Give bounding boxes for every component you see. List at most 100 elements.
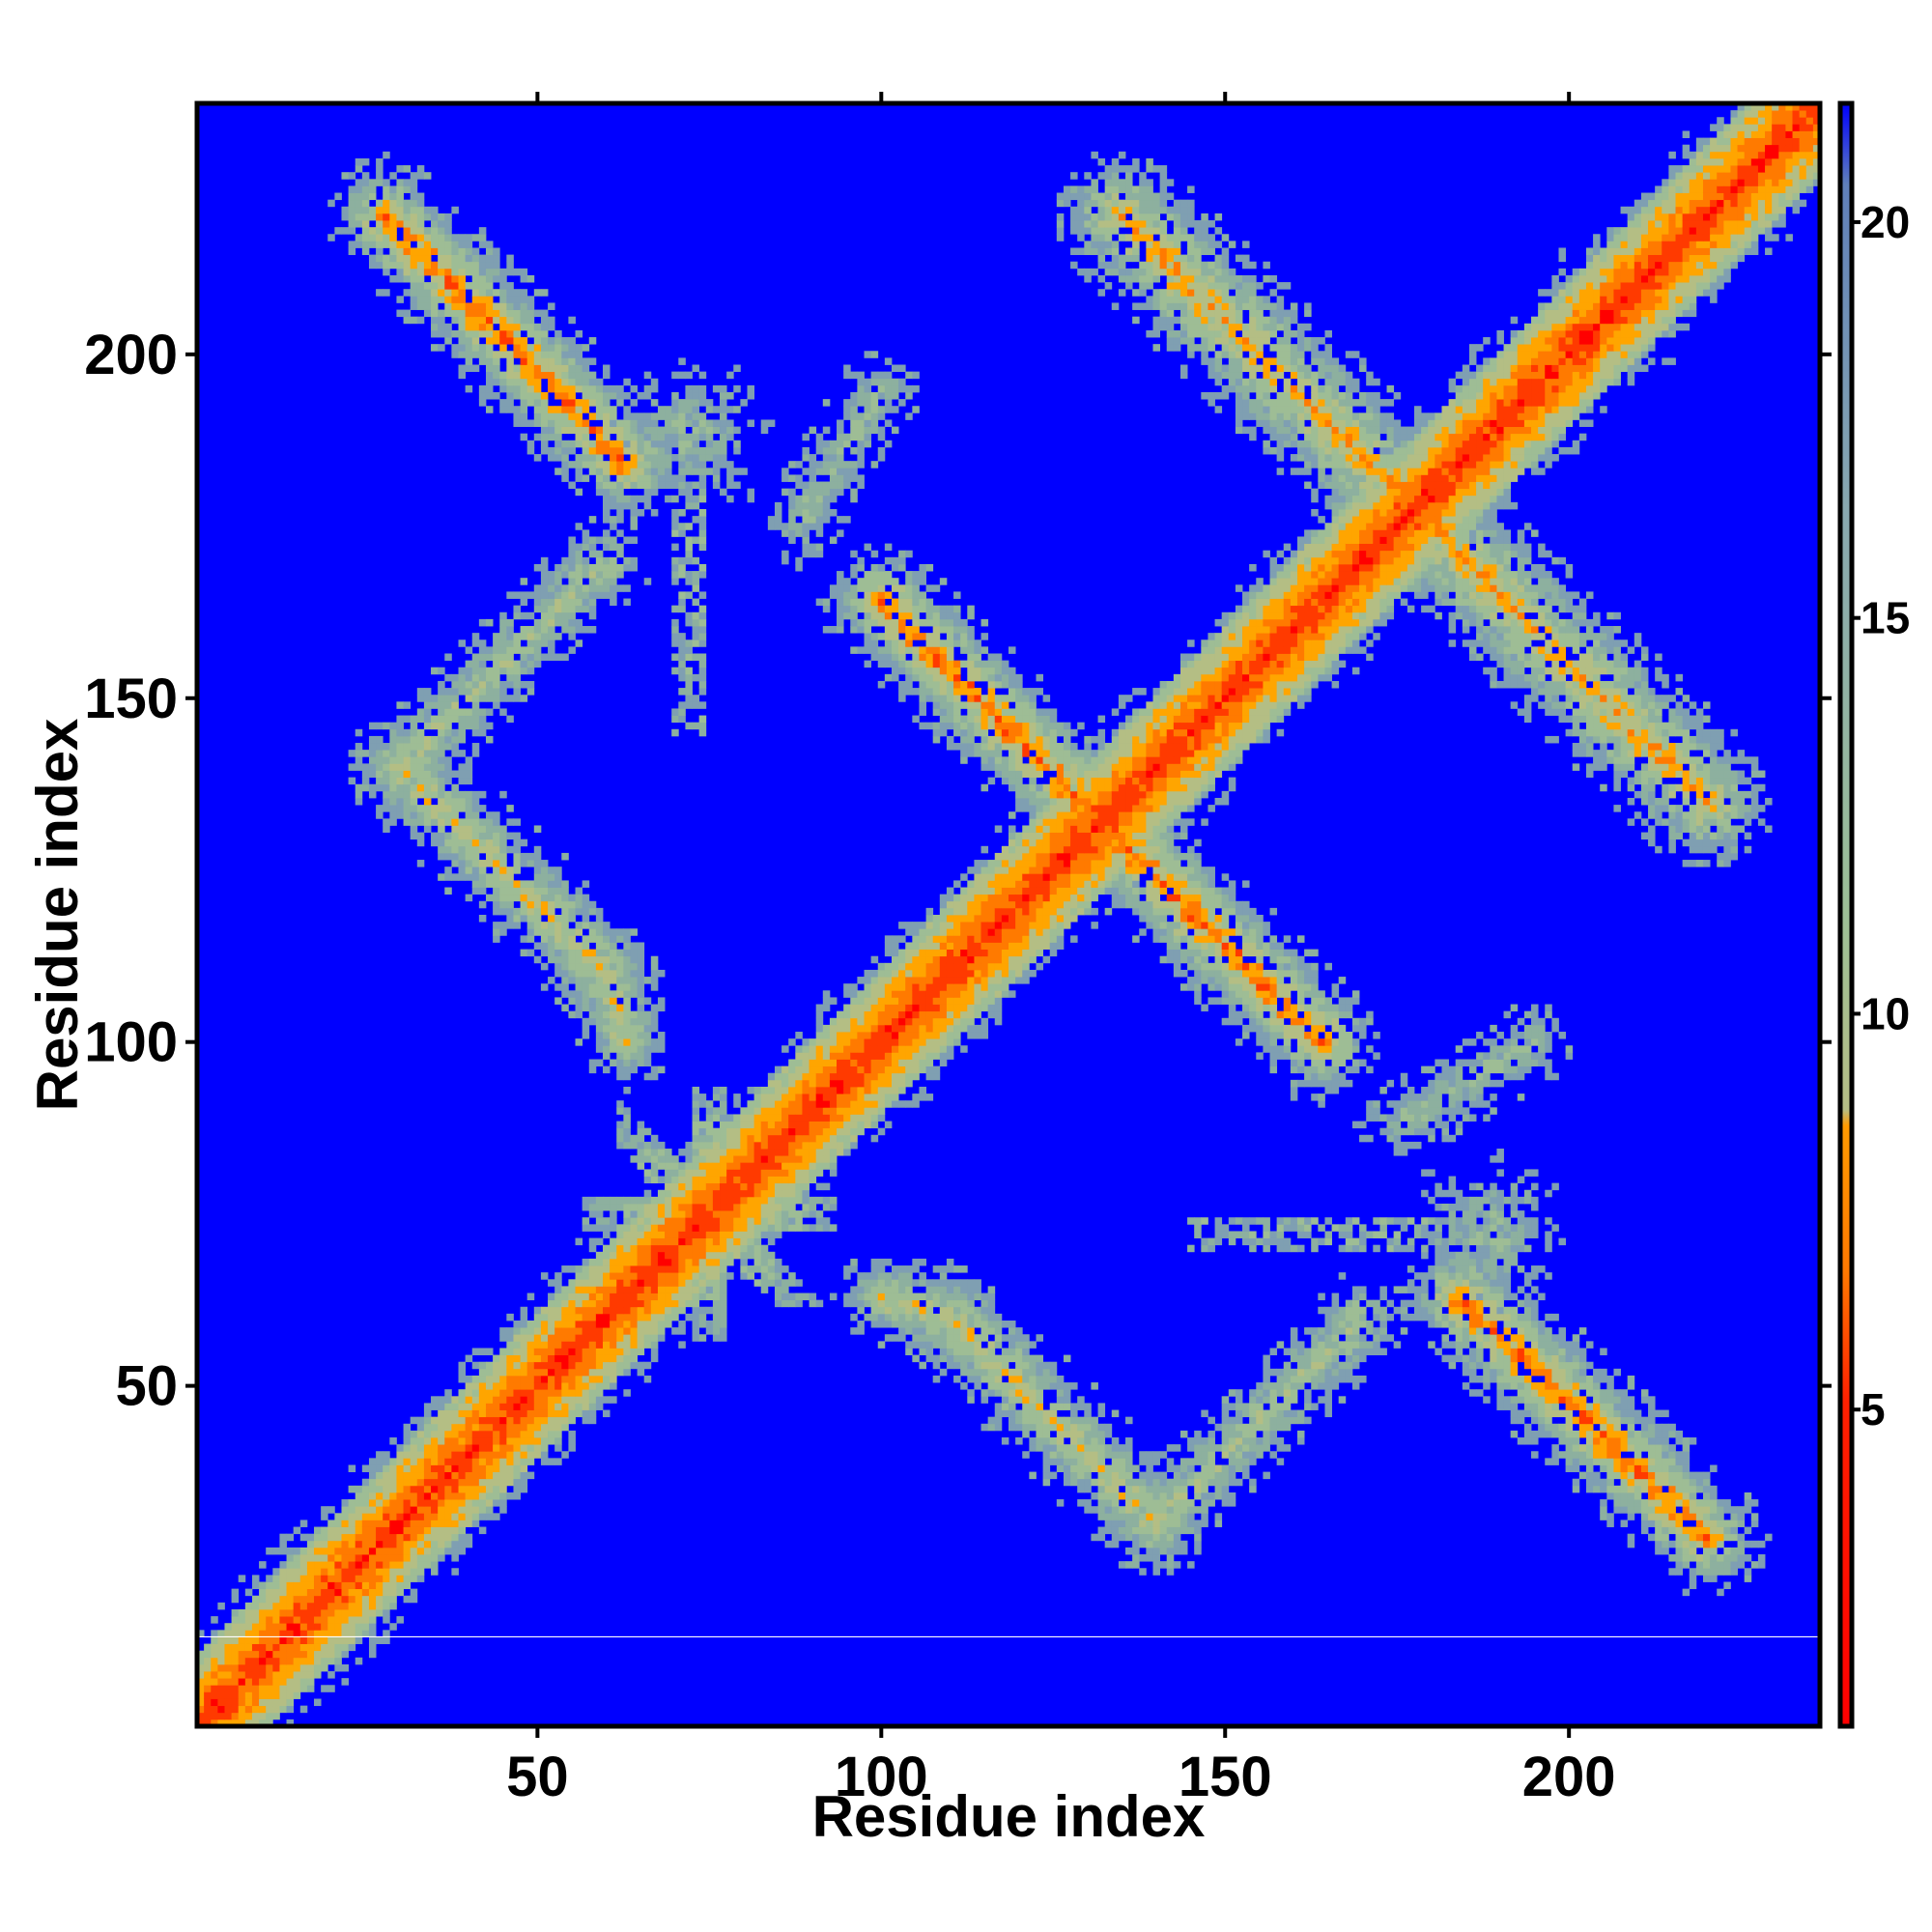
heatmap-cell — [361, 770, 370, 779]
heatmap-cell — [588, 536, 597, 544]
heatmap-cell — [286, 1608, 295, 1617]
heatmap-cell — [410, 274, 418, 283]
heatmap-cell — [389, 1492, 397, 1500]
heatmap-cell — [272, 1650, 280, 1659]
heatmap-cell — [1111, 1485, 1120, 1493]
heatmap-cell — [1091, 1430, 1098, 1438]
heatmap-cell — [506, 900, 514, 909]
heatmap-cell — [368, 241, 377, 248]
heatmap-cell — [1578, 1458, 1587, 1465]
heatmap-cell — [416, 1499, 425, 1507]
heatmap-cell — [458, 1464, 467, 1473]
heatmap-cell — [1104, 1423, 1113, 1432]
heatmap-cell — [610, 578, 617, 585]
heatmap-cell — [458, 254, 467, 263]
heatmap-cell — [293, 1526, 301, 1535]
heatmap-cell — [458, 1403, 467, 1410]
heatmap-cell — [548, 1416, 555, 1425]
heatmap-cell — [610, 461, 617, 469]
heatmap-cell — [204, 1678, 212, 1686]
heatmap-cell — [526, 907, 535, 916]
heatmap-cell — [526, 1389, 535, 1397]
heatmap-cell — [416, 1540, 425, 1548]
heatmap-cell — [416, 770, 425, 779]
heatmap-cell — [1125, 1513, 1133, 1520]
heatmap-cell — [932, 1354, 941, 1363]
heatmap-cell — [431, 790, 439, 799]
heatmap-cell — [1655, 1485, 1662, 1493]
heatmap-cell — [499, 887, 507, 895]
heatmap-cell — [1324, 1334, 1332, 1342]
heatmap-cell — [588, 922, 597, 929]
heatmap-cell — [1496, 1396, 1504, 1404]
heatmap-cell — [953, 1293, 961, 1301]
heatmap-cell — [588, 1237, 597, 1246]
heatmap-cell — [244, 1608, 253, 1617]
heatmap-cell — [1104, 1540, 1113, 1548]
heatmap-cell — [314, 1657, 322, 1665]
heatmap-cell — [568, 316, 576, 325]
heatmap-cell — [513, 378, 521, 386]
heatmap-cell — [431, 234, 439, 242]
heatmap-cell — [1097, 1499, 1106, 1507]
heatmap-cell — [1331, 1354, 1340, 1363]
heatmap-cell — [705, 1293, 714, 1301]
heatmap-cell — [506, 1382, 514, 1390]
heatmap-cell — [197, 1678, 205, 1686]
heatmap-cell — [478, 1492, 487, 1500]
heatmap-cell — [1311, 1403, 1319, 1410]
heatmap-cell — [595, 468, 604, 475]
heatmap-cell — [1049, 1458, 1058, 1465]
heatmap-cell — [403, 735, 412, 744]
heatmap-cell — [465, 1540, 473, 1548]
heatmap-cell — [1648, 1478, 1656, 1487]
heatmap-cell — [788, 1299, 796, 1308]
heatmap-cell — [444, 254, 452, 263]
heatmap-cell — [1338, 1348, 1347, 1355]
heatmap-cell — [244, 1698, 253, 1707]
heatmap-cell — [306, 1623, 315, 1631]
heatmap-cell — [1662, 1533, 1669, 1542]
heatmap-cell — [1531, 1430, 1539, 1438]
heatmap-cell — [444, 1506, 452, 1514]
heatmap-cell — [361, 157, 370, 166]
heatmap-cell — [960, 1299, 968, 1308]
heatmap-cell — [1441, 1299, 1449, 1308]
heatmap-cell — [1029, 1471, 1037, 1480]
heatmap-cell — [1042, 1361, 1051, 1370]
heatmap-cell — [1503, 1321, 1512, 1328]
heatmap-cell — [533, 289, 542, 297]
heatmap-cell — [548, 1341, 555, 1349]
heatmap-cell — [376, 1547, 384, 1555]
heatmap-cell — [368, 1492, 377, 1500]
heatmap-cell — [1476, 1306, 1484, 1315]
heatmap-cell — [595, 983, 604, 991]
heatmap-cell — [376, 1602, 384, 1610]
heatmap-cell — [438, 1513, 445, 1520]
heatmap-cell — [1015, 1327, 1023, 1335]
heatmap-cell — [891, 1321, 899, 1328]
heatmap-cell — [383, 1526, 390, 1535]
heatmap-cell — [355, 1623, 363, 1631]
heatmap-cell — [967, 1306, 975, 1315]
heatmap-cell — [568, 419, 576, 427]
heatmap-cell — [266, 1657, 273, 1665]
heatmap-cell — [361, 1623, 370, 1631]
heatmap-cell — [410, 783, 418, 792]
heatmap-cell — [595, 1196, 604, 1205]
heatmap-cell — [1662, 1526, 1669, 1535]
heatmap-cell — [355, 185, 363, 193]
heatmap-cell — [582, 1409, 590, 1418]
heatmap-cell — [403, 179, 412, 186]
heatmap-cell — [403, 199, 412, 208]
heatmap-cell — [1545, 1458, 1552, 1465]
heatmap-cell — [946, 1306, 954, 1315]
heatmap-cell — [1517, 1321, 1525, 1328]
heatmap-cell — [306, 1595, 315, 1604]
heatmap-cell — [396, 185, 404, 193]
heatmap-cell — [1503, 1375, 1512, 1383]
heatmap-cell — [396, 1444, 404, 1452]
heatmap-cell — [554, 571, 562, 579]
heatmap-cell — [513, 639, 521, 647]
heatmap-cell — [630, 1217, 638, 1225]
